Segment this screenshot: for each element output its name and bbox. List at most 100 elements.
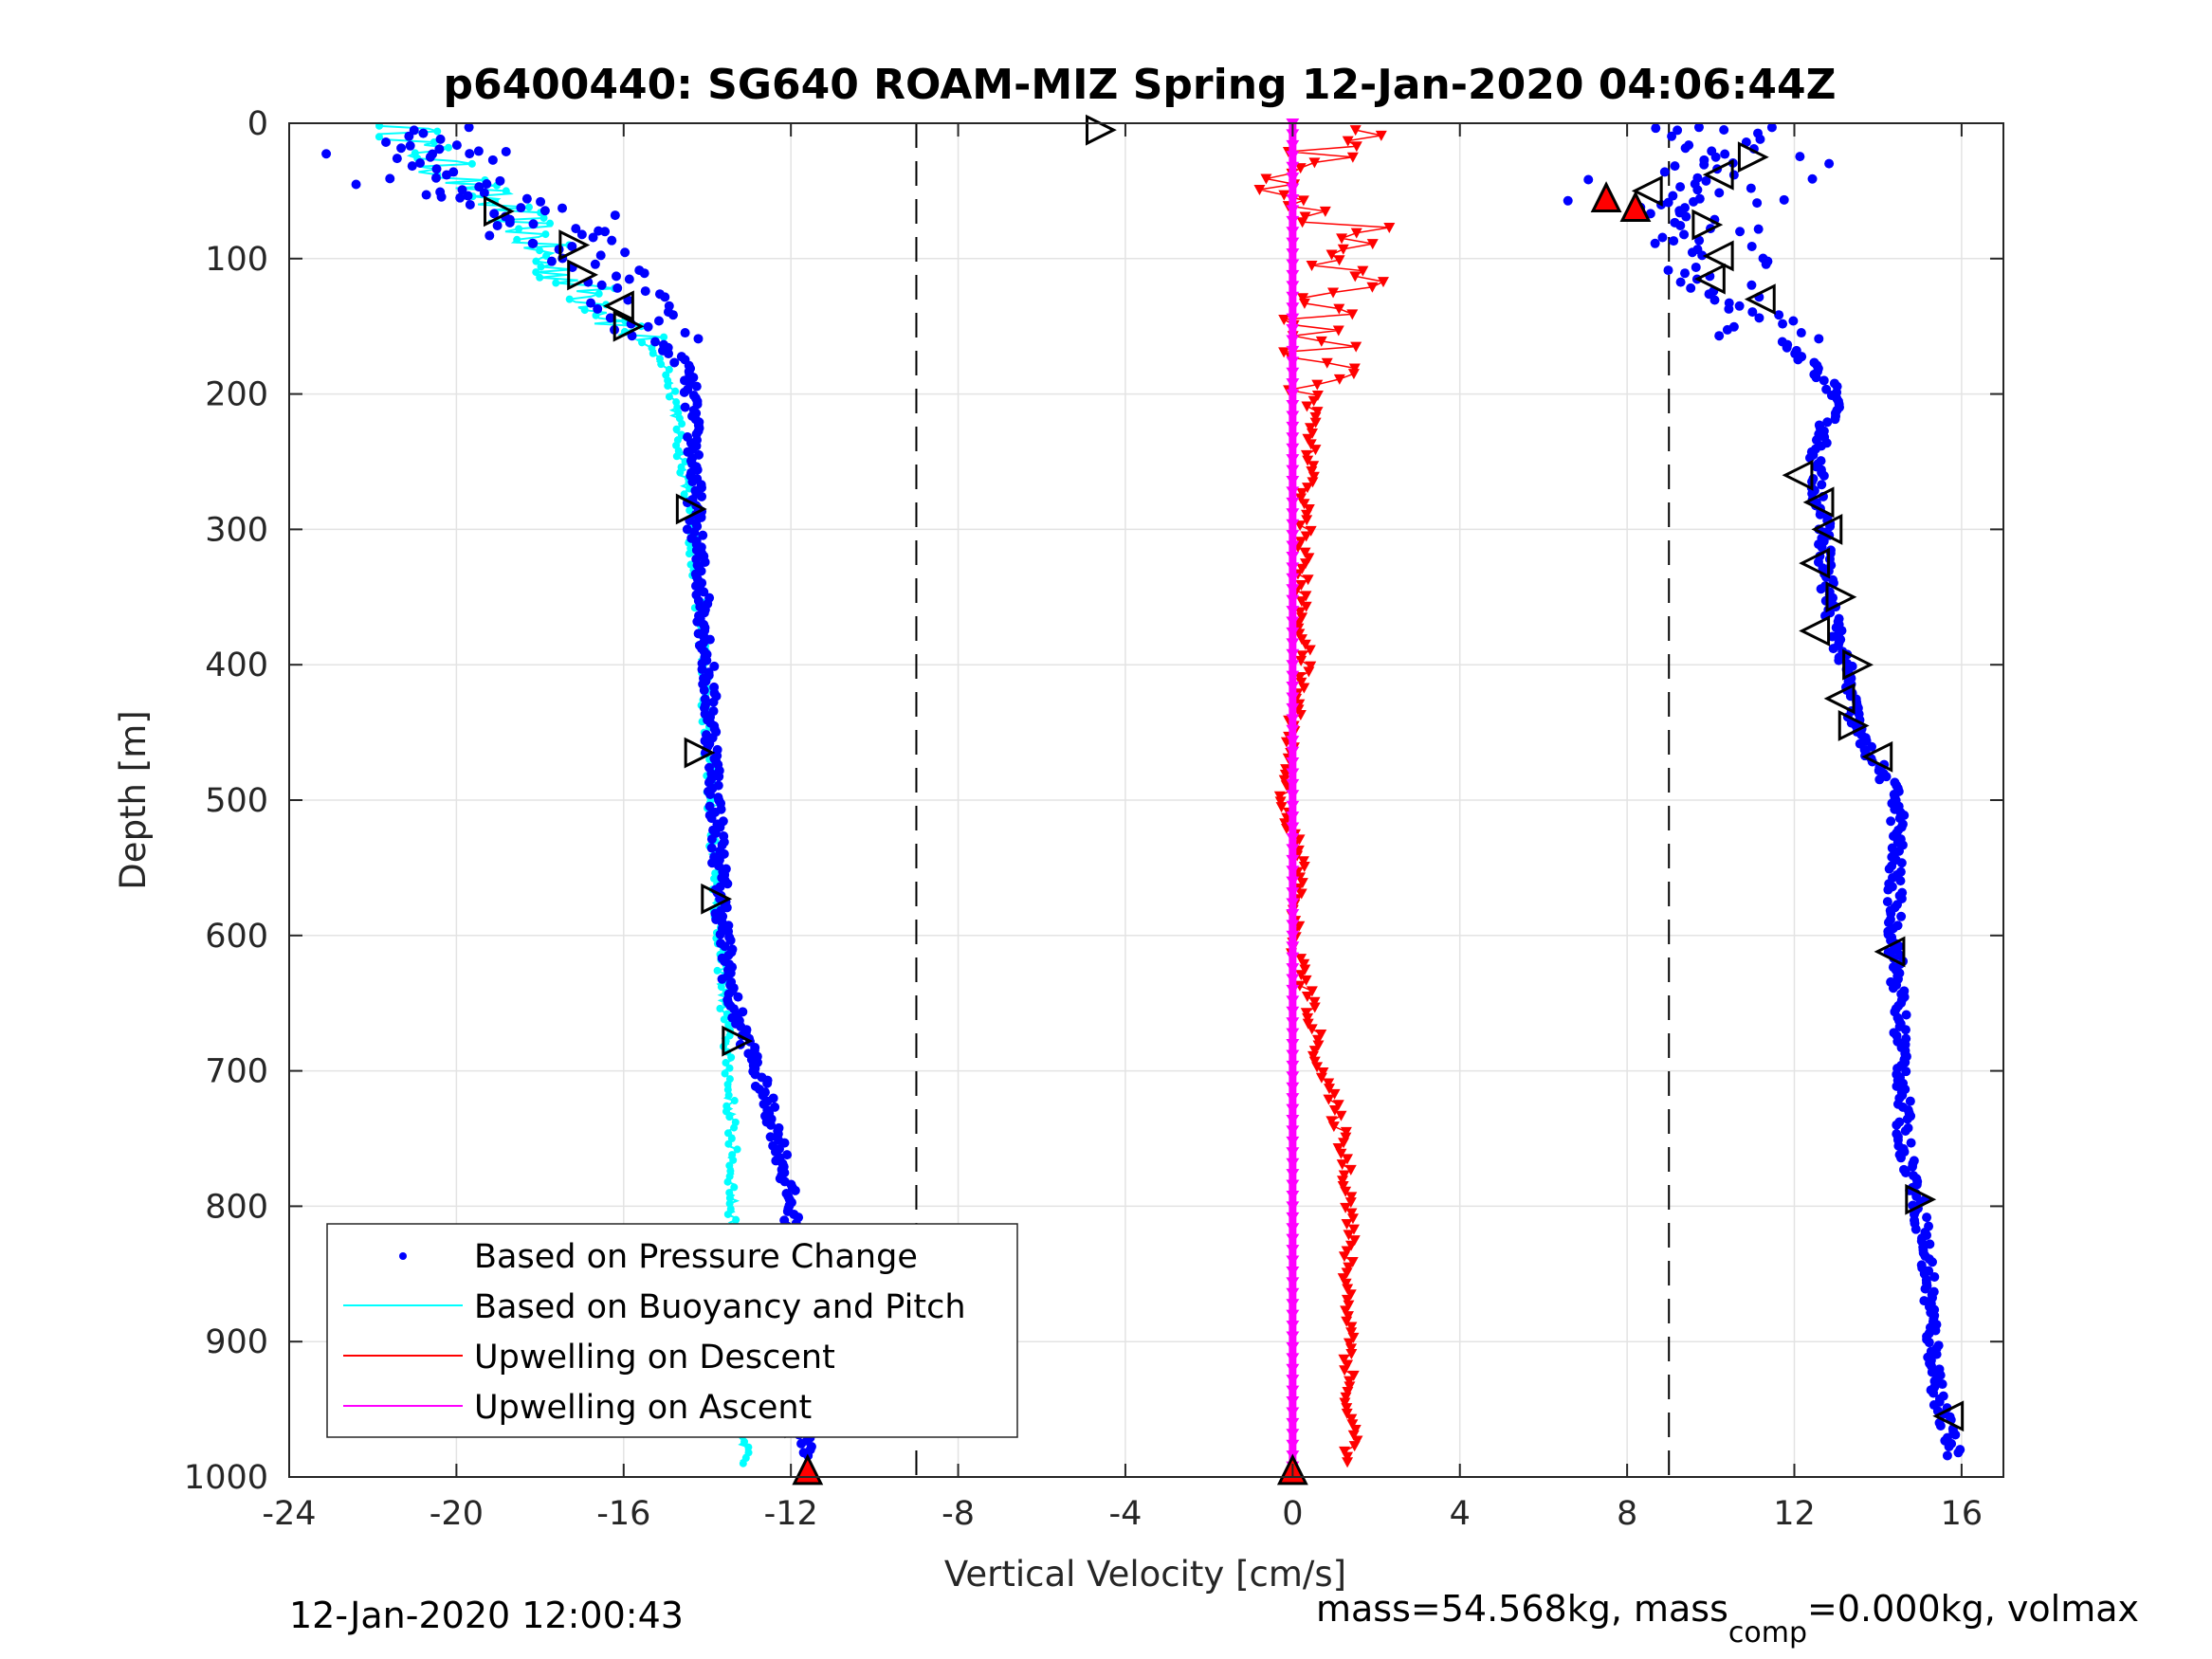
upwelling-descent-marker <box>1323 1094 1335 1105</box>
pressure-outlier-point <box>435 187 446 197</box>
pressure-outlier-point <box>1779 194 1789 205</box>
upwelling-ascent-marker <box>1286 768 1300 779</box>
y-axis-ticks: 0 100 200 300 400 500 600 700 800 900 1000 <box>184 105 2003 1497</box>
upwelling-descent-marker <box>1295 579 1307 591</box>
upwelling-ascent-marker <box>1286 790 1300 801</box>
pressure-point <box>1734 301 1745 311</box>
upwelling-descent-marker <box>1297 293 1309 304</box>
pressure-point <box>1735 227 1746 237</box>
upwelling-ascent-marker <box>1286 1417 1300 1429</box>
upwelling-ascent-marker <box>1286 854 1300 866</box>
upwelling-descent-marker <box>1350 341 1362 353</box>
upwelling-ascent-marker <box>1286 1103 1300 1115</box>
pressure-point <box>700 556 710 567</box>
pitch-marker <box>1737 141 1769 173</box>
upwelling-ascent-marker <box>1286 1060 1300 1071</box>
upwelling-ascent-marker <box>1286 1028 1300 1039</box>
pressure-point <box>1906 1138 1916 1148</box>
upwelling-descent-marker <box>1323 1084 1335 1095</box>
upwelling-ascent-marker <box>1286 1115 1300 1126</box>
pitch-marker <box>558 229 591 261</box>
upwelling-ascent-marker <box>1286 508 1300 520</box>
upwelling-ascent-marker <box>1286 898 1300 909</box>
upwelling-descent-marker <box>1342 1457 1354 1468</box>
upwelling-ascent-marker <box>1286 1158 1300 1169</box>
upwelling-ascent-marker <box>1286 1341 1300 1353</box>
pressure-outlier-point <box>1563 195 1573 206</box>
upwelling-descent-marker <box>1306 1024 1318 1035</box>
upwelling-ascent-marker <box>1286 1082 1300 1093</box>
pitch-marker <box>1691 209 1724 241</box>
pressure-point <box>1883 884 1893 895</box>
pressure-point <box>1680 143 1691 154</box>
pressure-point <box>590 259 600 269</box>
upwelling-descent-marker <box>1375 130 1387 141</box>
upwelling-ascent-marker <box>1286 1385 1300 1396</box>
pressure-point <box>381 137 392 147</box>
buoyancy-pitch-point <box>723 1177 732 1186</box>
pressure-outlier-point <box>1795 152 1805 162</box>
upwelling-descent-marker <box>1333 303 1345 315</box>
pressure-point <box>1697 250 1708 261</box>
pressure-point <box>516 203 526 213</box>
pressure-point <box>1942 1450 1952 1461</box>
upwelling-descent-marker <box>1301 509 1313 520</box>
upwelling-ascent-marker <box>1286 887 1300 899</box>
pressure-point <box>1761 259 1771 269</box>
upwelling-ascent-marker <box>1286 421 1300 432</box>
pressure-point <box>415 157 426 168</box>
upwelling-descent-marker <box>1293 872 1306 884</box>
pressure-point <box>1900 1126 1910 1137</box>
upwelling-descent-marker <box>1347 369 1360 380</box>
pressure-point <box>698 530 708 540</box>
upwelling-ascent-marker <box>1286 389 1300 400</box>
upwelling-ascent-marker <box>1286 519 1300 530</box>
pressure-point <box>451 140 462 151</box>
upwelling-descent-marker <box>1338 1170 1350 1181</box>
pressure-point <box>539 206 550 216</box>
upwelling-descent-marker <box>1307 477 1319 488</box>
y-tick-label: 800 <box>205 1188 268 1226</box>
pressure-point <box>1815 509 1825 520</box>
upwelling-ascent-marker <box>1286 1017 1300 1029</box>
upwelling-ascent-marker <box>1286 594 1300 606</box>
pressure-point <box>782 1150 793 1160</box>
upwelling-ascent-marker <box>1286 562 1300 574</box>
pressure-point <box>1901 1167 1911 1177</box>
upwelling-descent-marker <box>1312 1040 1325 1051</box>
upwelling-descent-marker <box>1294 520 1307 532</box>
pressure-outlier-point <box>1753 224 1764 234</box>
pressure-point <box>1927 1257 1937 1267</box>
footer-mass-sub: comp <box>1728 1616 1807 1650</box>
upwelling-ascent-marker <box>1286 1331 1300 1342</box>
pressure-point <box>487 155 498 165</box>
upwelling-descent-marker <box>1351 1435 1363 1447</box>
buoyancy-pitch-point <box>724 1129 733 1138</box>
pressure-point <box>680 328 690 338</box>
upwelling-ascent-marker <box>1286 139 1300 151</box>
upwelling-ascent-marker <box>1286 692 1300 703</box>
upwelling-ascent-marker <box>1286 151 1300 162</box>
upwelling-descent-marker <box>1345 1343 1358 1355</box>
buoyancy-pitch-point <box>515 225 523 233</box>
pressure-point <box>796 1438 807 1449</box>
pressure-point <box>465 199 475 210</box>
pressure-point <box>706 834 717 845</box>
pressure-point <box>643 321 653 332</box>
pressure-point <box>396 143 407 154</box>
upwelling-ascent-marker <box>1286 1136 1300 1147</box>
upwelling-descent-marker <box>1295 677 1307 688</box>
upwelling-descent-marker <box>1295 970 1307 981</box>
pressure-point <box>1645 209 1655 219</box>
pressure-point <box>770 1102 780 1112</box>
pressure-point <box>699 587 709 597</box>
upwelling-descent-marker <box>1340 1186 1352 1197</box>
pressure-point <box>1714 188 1725 198</box>
pressure-point <box>425 152 435 162</box>
upwelling-descent-marker <box>1344 1164 1357 1176</box>
pressure-point <box>1811 373 1821 383</box>
upwelling-descent-marker <box>1295 888 1307 900</box>
pressure-point <box>706 813 717 824</box>
pressure-point <box>596 280 607 290</box>
pressure-point <box>1817 542 1827 553</box>
